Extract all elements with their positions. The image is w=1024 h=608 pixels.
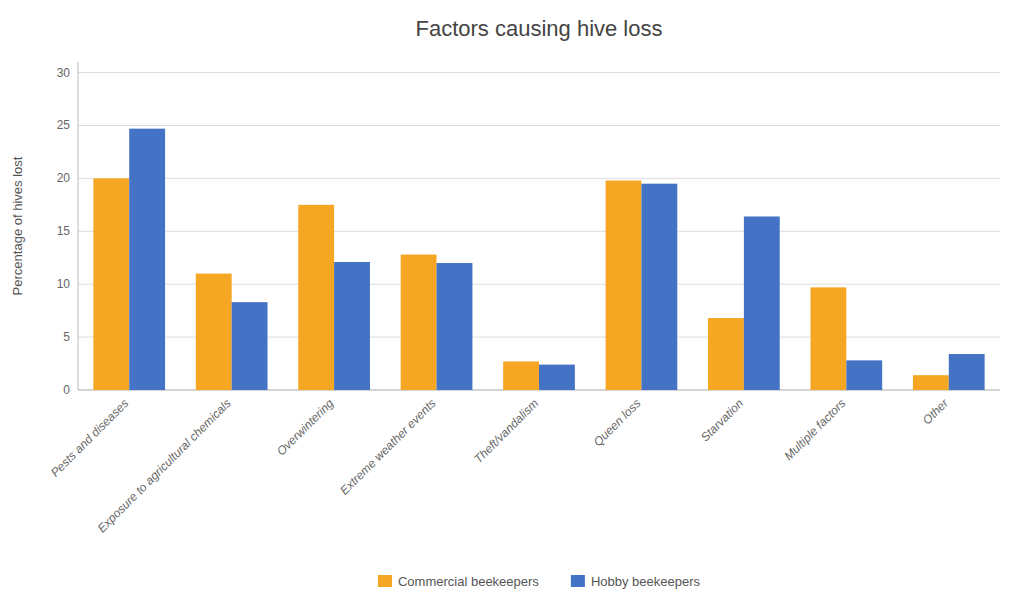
y-tick-label: 25: [57, 118, 71, 132]
grid-line: [78, 125, 1000, 126]
bar: [846, 360, 882, 390]
bar: [93, 178, 129, 390]
x-tick-label: Multiple factors: [781, 396, 848, 463]
legend-swatch: [571, 575, 585, 587]
chart: Factors causing hive loss Percentage of h…: [0, 0, 1024, 608]
bar: [298, 205, 334, 390]
x-tick-label: Starvation: [698, 396, 746, 444]
bar: [437, 263, 473, 390]
legend-item: Hobby beekeepers: [571, 574, 701, 589]
bar: [196, 274, 232, 390]
bar: [606, 181, 642, 390]
x-tick-label: Exposure to agricultural chemicals: [95, 396, 234, 535]
y-tick-label: 30: [57, 66, 71, 80]
bar: [641, 184, 677, 390]
y-axis-line: [78, 62, 79, 390]
y-tick-label: 15: [57, 224, 71, 238]
legend-swatch: [378, 575, 392, 587]
x-tick-label: Overwintering: [274, 396, 336, 458]
y-tick-label: 20: [57, 171, 71, 185]
legend-item: Commercial beekeepers: [378, 574, 539, 589]
y-tick-label: 5: [63, 330, 70, 344]
bar: [810, 287, 846, 390]
bar: [913, 375, 949, 390]
legend-label: Hobby beekeepers: [591, 574, 701, 589]
y-tick-label: 0: [63, 383, 70, 397]
bar: [708, 318, 744, 390]
legend: Commercial beekeepers Hobby beekeepers: [378, 574, 701, 589]
bar: [744, 216, 780, 390]
grid-line: [78, 178, 1000, 179]
bar: [539, 365, 575, 390]
bar: [334, 262, 370, 390]
legend-label: Commercial beekeepers: [398, 574, 539, 589]
x-tick-label: Pests and diseases: [48, 396, 131, 479]
y-axis-label: Percentage of hives lost: [10, 156, 25, 295]
bar: [129, 129, 165, 390]
grid: [78, 73, 1000, 390]
x-tick-label: Theft/vandalism: [471, 396, 541, 466]
bar: [232, 302, 268, 390]
bar: [503, 361, 539, 390]
bars: [93, 129, 984, 390]
title: Factors causing hive loss: [416, 16, 663, 41]
y-tick-label: 10: [57, 277, 71, 291]
bar: [401, 255, 437, 390]
grid-line: [78, 231, 1000, 232]
x-tick-label: Other: [920, 396, 952, 428]
bar: [949, 354, 985, 390]
grid-line: [78, 72, 1000, 73]
x-tick-label: Queen loss: [591, 396, 644, 449]
x-tick-label: Extreme weather events: [337, 396, 438, 497]
